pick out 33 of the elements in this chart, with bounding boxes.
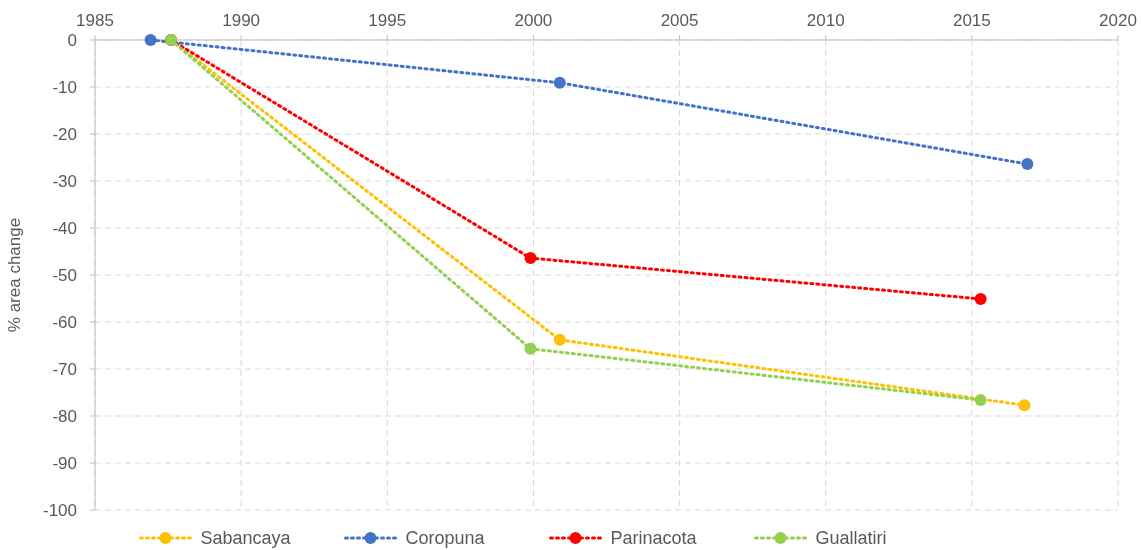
y-tick-label: 0 (67, 30, 77, 50)
x-tick-label: 2015 (952, 11, 991, 30)
legend-label: Sabancaya (200, 528, 292, 549)
x-tick-label: 1995 (368, 11, 407, 30)
point (524, 342, 537, 355)
y-tick-label: -30 (52, 171, 77, 191)
y-tick-label: -90 (52, 453, 77, 473)
x-tick-label: 1990 (222, 11, 261, 30)
x-tick-label: 2020 (1099, 11, 1137, 30)
y-tick-label: -50 (52, 265, 77, 285)
point (1021, 158, 1034, 171)
y-tick-label: -70 (52, 359, 77, 379)
point (524, 252, 537, 265)
y-axis-title: % area change (5, 217, 24, 333)
y-tick-label: -10 (52, 77, 77, 97)
x-tick-label: 2005 (660, 11, 699, 30)
point (974, 292, 987, 305)
y-tick-label: -60 (52, 312, 77, 332)
x-tick-label: 1985 (76, 11, 114, 30)
legend-label: Parinacota (610, 528, 698, 549)
point (1018, 399, 1031, 412)
x-tick-label: 2000 (514, 11, 553, 30)
legend-label: Guallatiri (815, 528, 887, 549)
point (144, 34, 157, 46)
point (553, 333, 566, 346)
point (974, 394, 987, 407)
y-tick-label: -20 (52, 124, 77, 144)
y-tick-label: -40 (52, 218, 77, 238)
legend-label: Coropuna (405, 528, 486, 549)
y-tick-label: -80 (52, 406, 77, 426)
y-tick-label: -100 (42, 500, 77, 520)
x-tick-label: 2010 (806, 11, 845, 30)
point (553, 76, 566, 89)
